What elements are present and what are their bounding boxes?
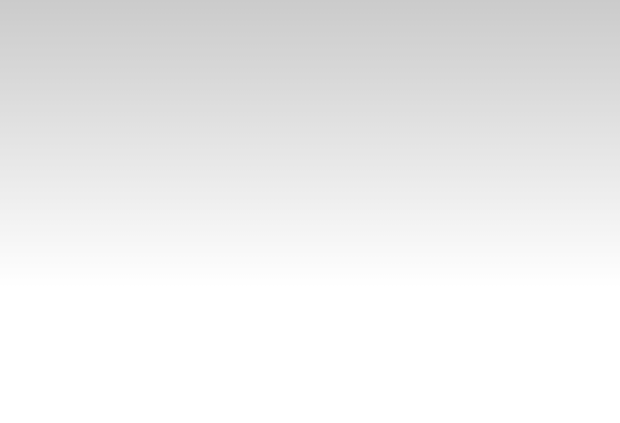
plot-area xyxy=(0,0,620,423)
growth-comparison-chart xyxy=(0,0,620,423)
